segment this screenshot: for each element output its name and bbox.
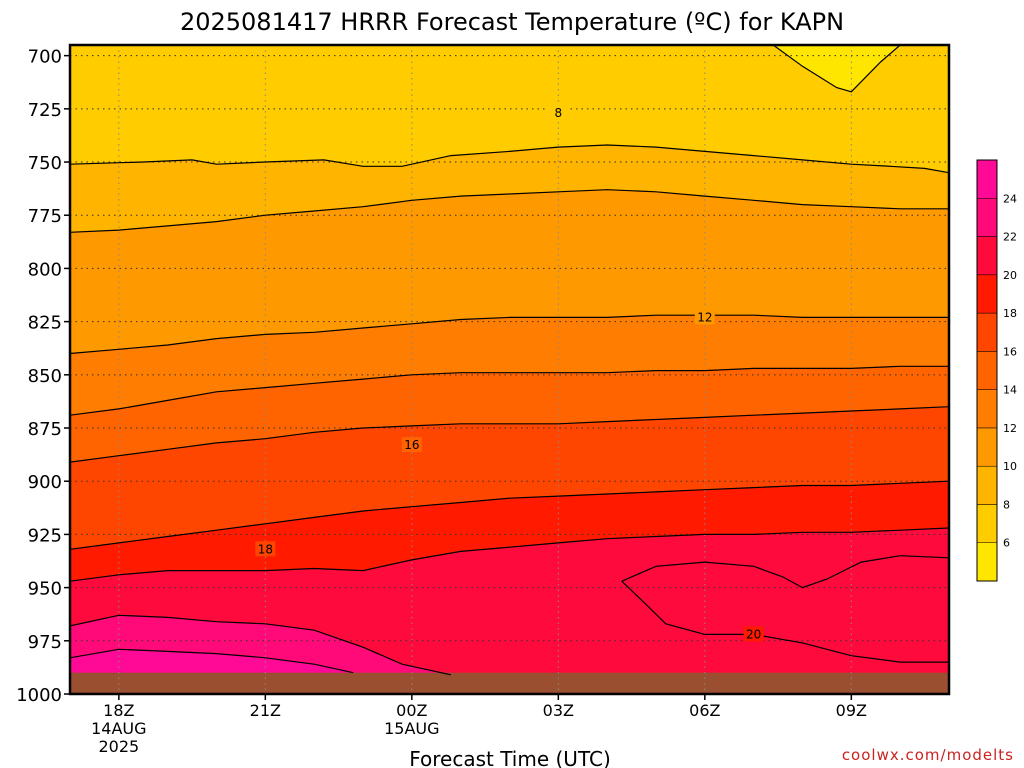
contour-label-8: 8 (555, 106, 563, 120)
credit-link[interactable]: coolwx.com/modelts (842, 746, 1014, 764)
contour-line-20-pocket-top (621, 555, 949, 589)
colorbar-swatch-14 (976, 351, 998, 390)
colorbar-swatch-4 (976, 542, 998, 582)
colorbar-swatch-12 (976, 389, 998, 429)
contour-label-16: 16 (404, 438, 419, 452)
contour-line-8 (70, 144, 949, 174)
colorbar-swatch-6 (976, 504, 998, 543)
x-tick-label: 21Z (250, 701, 281, 720)
y-tick-label: 850 (28, 366, 62, 387)
colorbar-label: 24 (1003, 192, 1017, 205)
contour-line-24 (70, 648, 354, 674)
temperature-fill-layer (70, 45, 949, 694)
ground-surface-layer (70, 672, 949, 694)
contour-line-14 (70, 365, 949, 416)
y-tick-label: 975 (28, 632, 62, 653)
x-tick-label: 00Z (396, 701, 427, 720)
colorbar-label: 22 (1003, 231, 1017, 244)
colorbar-swatch-8 (976, 465, 998, 505)
colorbar-label: 6 (1003, 537, 1010, 550)
colorbar: 6 8 10 12 14 16 18 20 22 24 (976, 159, 1017, 582)
colorbar-swatch-22 (976, 198, 998, 237)
colorbar-label: 14 (1003, 384, 1017, 397)
colorbar-label: 18 (1003, 307, 1017, 320)
colorbar-swatch-16 (976, 312, 998, 352)
x-tick-label: 09Z (836, 701, 867, 720)
x-tick-label: 18Z (103, 701, 134, 720)
contour-label-20: 20 (746, 627, 761, 641)
contour-label-bg (548, 105, 569, 121)
contour-label-bg (694, 309, 715, 325)
colorbar-frame (976, 159, 998, 582)
x-tick-label: 06Z (689, 701, 720, 720)
chart-title: 2025081417 HRRR Forecast Temperature (ºC… (180, 8, 844, 36)
contour-line-20 (70, 527, 949, 582)
y-tick-label: 725 (28, 100, 62, 121)
contour-line-22 (70, 614, 452, 676)
y-tick-label: 800 (28, 259, 62, 280)
contour-label-bg (255, 541, 276, 557)
colorbar-label: 12 (1003, 422, 1017, 435)
colorbar-swatch-10 (976, 427, 998, 467)
contour-lines-layer (70, 45, 949, 676)
band-4-6 (773, 45, 901, 92)
colorbar-label: 8 (1003, 498, 1010, 511)
colorbar-swatch-18 (976, 274, 998, 314)
y-tick-label: 775 (28, 206, 62, 227)
colorbar-swatch-20 (976, 236, 998, 276)
contour-line-18 (70, 480, 949, 550)
x-axis-label: Forecast Time (UTC) (409, 747, 611, 768)
colorbar-label: 16 (1003, 345, 1017, 358)
y-tick-label: 825 (28, 313, 62, 334)
y-axis: 700 725 750 775 800 825 850 875 900 925 950 975 1000 (16, 47, 70, 706)
x-tick-label: 2025 (98, 737, 139, 756)
band-20-22-pocket (621, 555, 949, 663)
y-tick-label: 700 (28, 47, 62, 68)
contour-line-16 (70, 406, 949, 463)
ground-surface (70, 672, 949, 694)
contour-label-bg (401, 437, 422, 453)
x-tick-label: 14AUG (91, 719, 146, 738)
y-tick-label: 1000 (16, 685, 62, 706)
contour-label-18: 18 (258, 542, 273, 556)
contour-line-6 (772, 45, 901, 93)
y-tick-label: 750 (28, 153, 62, 174)
colorbar-label: 20 (1003, 269, 1017, 282)
contour-label-12: 12 (697, 310, 712, 324)
y-tick-label: 925 (28, 525, 62, 546)
y-tick-label: 900 (28, 472, 62, 493)
plot-frame (68, 43, 951, 696)
colorbar-label: 10 (1003, 460, 1017, 473)
x-tick-label: 15AUG (384, 719, 439, 738)
contour-line-12 (70, 314, 949, 355)
contour-labels-layer: 8 12 16 18 20 (255, 105, 764, 642)
y-tick-label: 950 (28, 579, 62, 600)
contour-label-bg (743, 626, 764, 642)
x-tick-label: 03Z (543, 701, 574, 720)
colorbar-swatch-24 (976, 159, 998, 199)
contour-line-10 (70, 189, 949, 233)
y-tick-label: 875 (28, 419, 62, 440)
